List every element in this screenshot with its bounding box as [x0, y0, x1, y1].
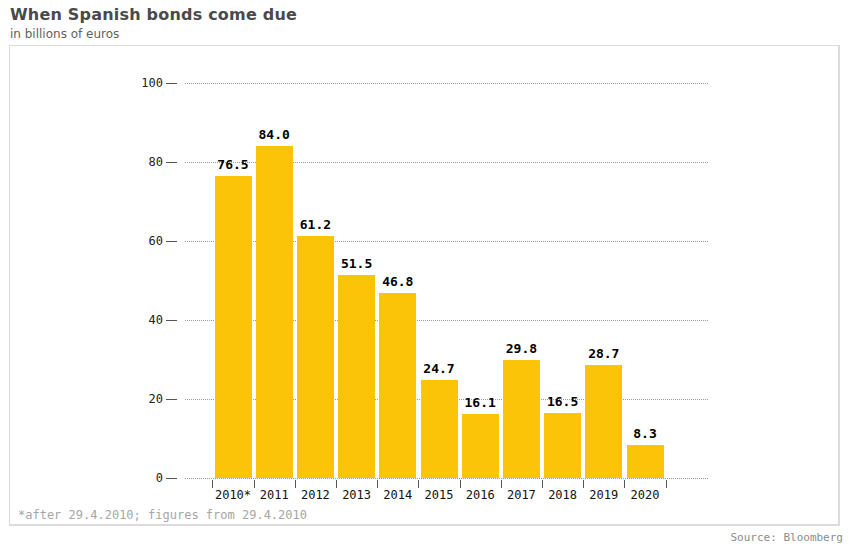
bar-value-label: 28.7: [572, 346, 636, 361]
bar: [256, 146, 293, 478]
x-axis-tick: [460, 480, 461, 488]
bar: [544, 413, 581, 478]
y-axis-tick: [166, 399, 177, 400]
y-axis-tick: [166, 162, 177, 163]
chart-page: When Spanish bonds come due in billions …: [0, 0, 850, 548]
bar: [297, 236, 334, 478]
bar-value-label: 8.3: [613, 426, 677, 441]
bar: [585, 365, 622, 478]
bar: [462, 414, 499, 478]
x-axis-tick: [583, 480, 584, 488]
y-axis-tick-label: 60: [119, 234, 163, 248]
y-axis-tick-label: 80: [119, 155, 163, 169]
bar-value-label: 61.2: [283, 217, 347, 232]
x-axis-tick: [295, 480, 296, 488]
y-axis-tick-label: 20: [119, 392, 163, 406]
x-axis-tick: [212, 480, 213, 488]
bar: [627, 445, 664, 478]
bar-chart: 02040608010076.52010*84.0201161.2201251.…: [0, 0, 850, 548]
y-axis-tick: [166, 83, 177, 84]
y-axis-tick: [166, 478, 177, 479]
gridline: [185, 83, 708, 84]
x-axis-tick: [418, 480, 419, 488]
bar-value-label: 51.5: [325, 256, 389, 271]
x-axis-tick: [624, 480, 625, 488]
x-axis-tick: [501, 480, 502, 488]
y-axis-tick: [166, 320, 177, 321]
bar: [215, 176, 252, 478]
bar: [379, 293, 416, 478]
x-axis-tick: [254, 480, 255, 488]
y-axis-tick-label: 40: [119, 313, 163, 327]
x-axis-tick: [542, 480, 543, 488]
y-axis-tick-label: 100: [119, 76, 163, 90]
y-axis-tick: [166, 241, 177, 242]
gridline: [185, 478, 708, 479]
x-axis-tick-label: 2020: [613, 488, 677, 502]
y-axis-tick-label: 0: [119, 471, 163, 485]
bar: [338, 275, 375, 478]
bar: [503, 360, 540, 478]
bar-value-label: 29.8: [489, 341, 553, 356]
bar-value-label: 84.0: [242, 127, 306, 142]
bar-value-label: 46.8: [366, 274, 430, 289]
bar-value-label: 24.7: [407, 361, 471, 376]
x-axis-tick: [377, 480, 378, 488]
source-credit: Source: Bloomberg: [730, 531, 843, 544]
x-axis-tick: [666, 480, 667, 488]
x-axis-tick: [336, 480, 337, 488]
